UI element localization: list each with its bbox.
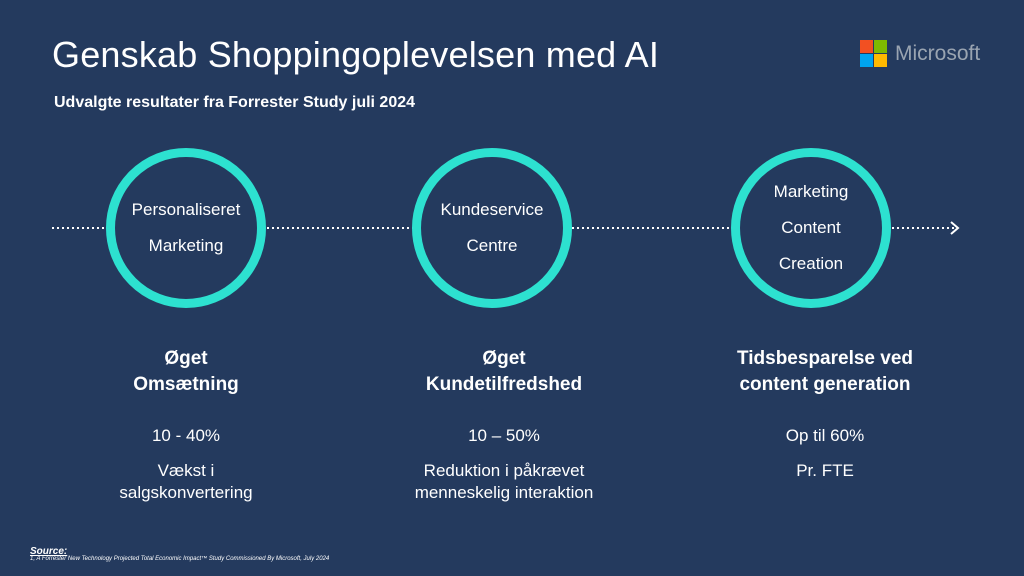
logo-square-yellow — [874, 54, 887, 67]
result-description-line: Reduktion i påkrævet — [423, 461, 585, 480]
source-label: Source: — [30, 546, 68, 557]
result-heading-line: Tidsbesparelse ved — [736, 348, 914, 369]
result-metric: 10 – 50% — [468, 426, 540, 445]
result-metric: Op til 60% — [785, 426, 865, 445]
result-heading: Øget Kundetilfredshed — [374, 346, 634, 398]
circle-label-line: Kundeservice — [440, 200, 544, 219]
result-heading-line: Øget — [482, 348, 526, 369]
microsoft-logo-icon — [860, 40, 887, 67]
result-description: Vækst i salgskonvertering — [56, 460, 316, 504]
result-description-line: menneskelig interaktion — [414, 483, 594, 502]
result-heading-line: Kundetilfredshed — [425, 374, 583, 395]
circle-label-line: Creation — [778, 254, 844, 273]
circle-label-line: Content — [781, 218, 841, 237]
result-heading: Tidsbesparelse ved content generation — [695, 346, 955, 398]
result-description-line: Pr. FTE — [796, 461, 854, 480]
page-subtitle: Udvalgte resultater fra Forrester Study … — [54, 94, 416, 111]
microsoft-logo: Microsoft — [860, 40, 980, 67]
circle-personalized-marketing: Personaliseret Marketing — [106, 148, 266, 308]
logo-square-blue — [860, 54, 873, 67]
circle-label-line: Marketing — [773, 182, 849, 201]
result-column-revenue: Øget Omsætning 10 - 40% Vækst i salgskon… — [56, 346, 316, 504]
logo-square-green — [874, 40, 887, 53]
circle-label-line: Centre — [466, 236, 518, 255]
logo-text: Microsoft — [895, 41, 981, 65]
circle-content-creation: Marketing Content Creation — [731, 148, 891, 308]
result-description: Reduktion i påkrævet menneskelig interak… — [374, 460, 634, 504]
result-column-satisfaction: Øget Kundetilfredshed 10 – 50% Reduktion… — [374, 346, 634, 504]
result-heading: Øget Omsætning — [56, 346, 316, 398]
circle-customer-service: Kundeservice Centre — [412, 148, 572, 308]
result-heading-line: Øget — [164, 348, 208, 369]
result-column-time-saving: Tidsbesparelse ved content generation Op… — [695, 346, 955, 482]
result-metric: 10 - 40% — [151, 426, 221, 445]
timeline-arrowhead-icon — [950, 221, 960, 235]
circle-label-line: Personaliseret — [131, 200, 241, 219]
result-heading-line: content generation — [739, 374, 911, 395]
result-description-line: Vækst i — [157, 461, 215, 480]
result-description-line: salgskonvertering — [119, 483, 253, 502]
logo-square-red — [860, 40, 873, 53]
circle-label-line: Marketing — [148, 236, 224, 255]
source-footnote: 1, A Forrester New Technology Projected … — [30, 556, 330, 562]
result-heading-line: Omsætning — [133, 374, 239, 395]
page-title: Genskab Shoppingoplevelsen med AI — [52, 34, 660, 75]
result-description: Pr. FTE — [695, 460, 955, 482]
